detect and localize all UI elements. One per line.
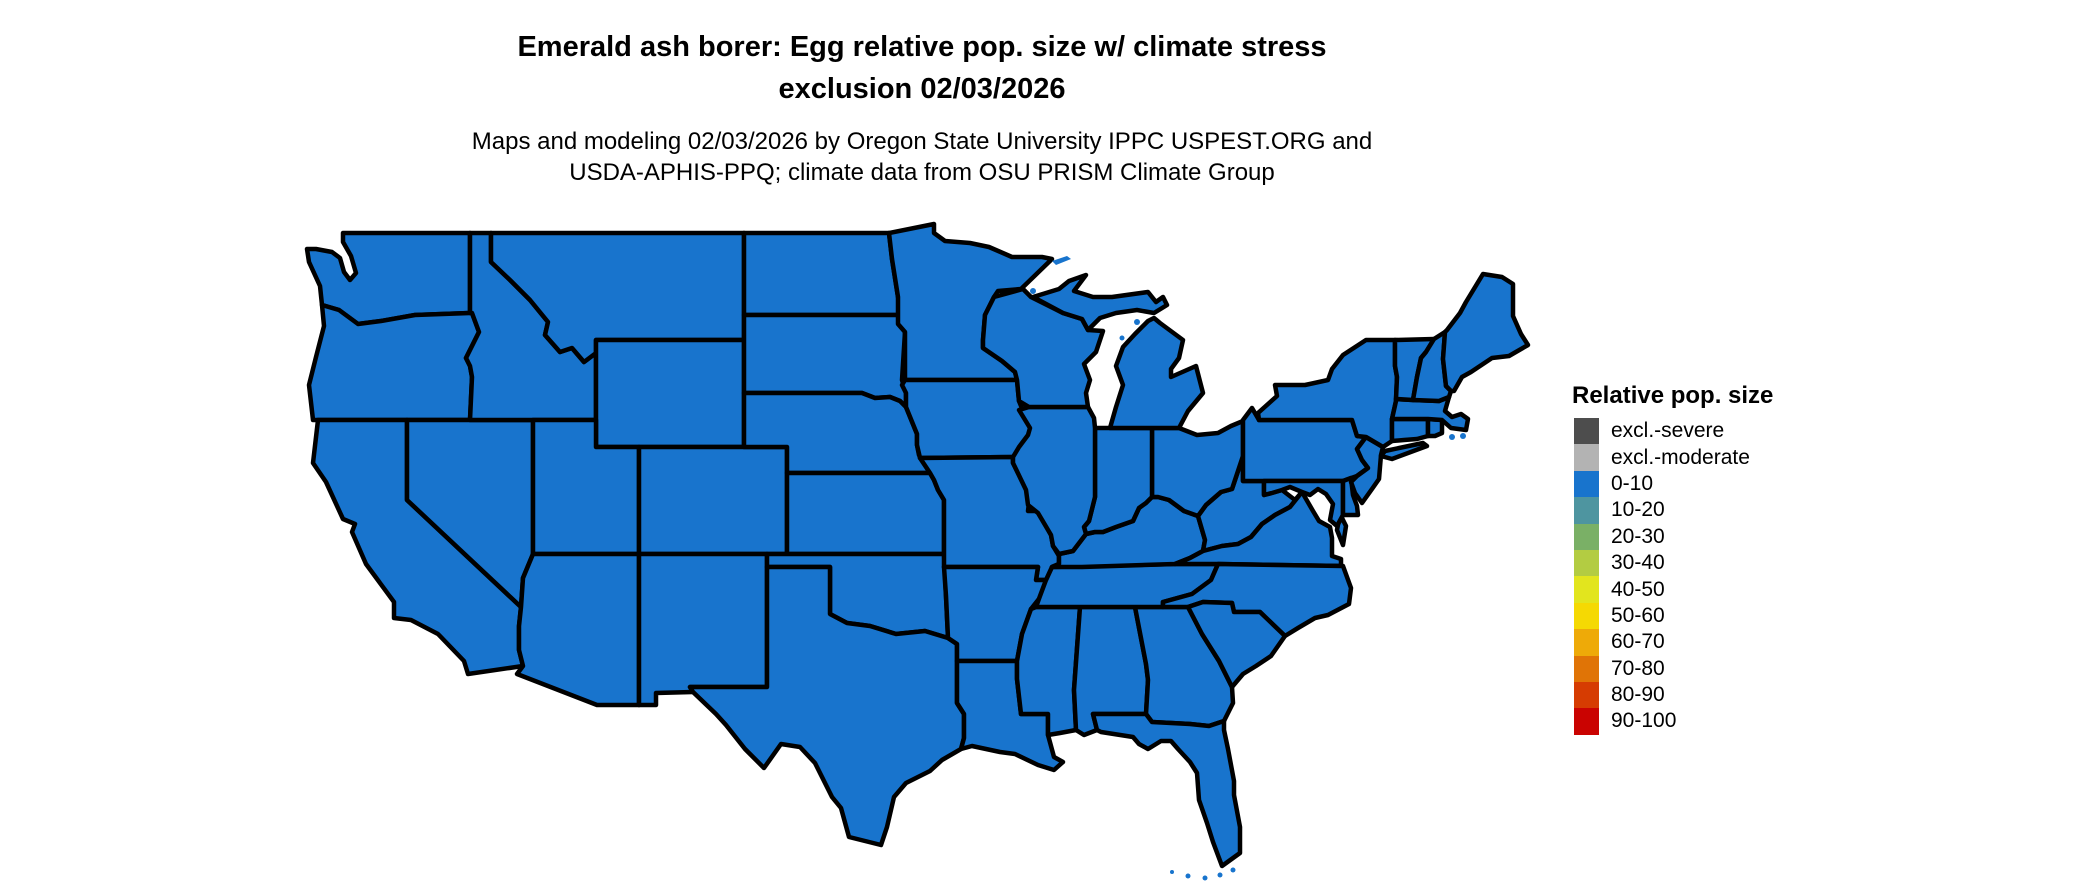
- map-title: Emerald ash borer: Egg relative pop. siz…: [0, 26, 1844, 110]
- state-wy: [593, 337, 747, 450]
- legend-item: 20-30: [1574, 523, 1750, 550]
- legend-item: 60-70: [1574, 629, 1750, 656]
- legend-item-label: 90-100: [1611, 709, 1677, 733]
- legend-rows: excl.-severe excl.-moderate 0-10 10-20 2…: [1574, 418, 1750, 735]
- legend-item-label: 10-20: [1611, 498, 1665, 522]
- legend-color-swatch: [1574, 681, 1599, 709]
- legend-item-label: 70-80: [1611, 656, 1665, 680]
- legend-item-label: 20-30: [1611, 524, 1665, 548]
- state-ms: [1014, 604, 1083, 738]
- state-md: [1261, 478, 1346, 529]
- apostle-islands: [1030, 288, 1036, 294]
- states-layer: [304, 221, 1531, 869]
- state-de: [1340, 475, 1361, 518]
- legend-item: 90-100: [1574, 708, 1750, 735]
- legend-title: Relative pop. size: [1572, 382, 1774, 409]
- legend-item: 80-90: [1574, 681, 1750, 709]
- isle-royale-island: [1052, 256, 1071, 265]
- legend-item: excl.-moderate: [1574, 444, 1750, 471]
- legend-item: 10-20: [1574, 497, 1750, 524]
- state-ct: [1389, 416, 1431, 444]
- state-nd: [741, 230, 906, 318]
- state-oh: [1149, 418, 1246, 519]
- state-tx: [687, 564, 967, 848]
- legend-color-swatch: [1574, 629, 1599, 656]
- legend-item-label: 40-50: [1611, 577, 1665, 601]
- state-fl: [1090, 711, 1243, 869]
- state-az: [514, 551, 642, 708]
- map-subtitle-line2: USDA-APHIS-PPQ; climate data from OSU PR…: [569, 159, 1275, 186]
- legend-item: 40-50: [1574, 576, 1750, 603]
- legend-item-label: excl.-moderate: [1611, 445, 1750, 469]
- legend-item: 70-80: [1574, 655, 1750, 682]
- legend-item-label: 0-10: [1611, 471, 1654, 495]
- legend-color-swatch: [1574, 655, 1599, 682]
- legend-color-swatch: [1574, 708, 1599, 735]
- florida-keys-dot: [1217, 872, 1223, 878]
- legend-color-swatch: [1574, 418, 1599, 445]
- map-subtitle: Maps and modeling 02/03/2026 by Oregon S…: [0, 126, 1844, 188]
- legend-color-swatch: [1574, 602, 1599, 630]
- legend-item: 0-10: [1574, 470, 1750, 498]
- state-ks: [784, 470, 947, 557]
- state-co: [636, 444, 790, 557]
- legend-item-label: excl.-severe: [1611, 419, 1725, 443]
- state-va: [1172, 489, 1344, 569]
- florida-keys-dot: [1230, 867, 1236, 873]
- florida-keys-dot: [1170, 870, 1174, 874]
- state-nm: [636, 551, 770, 708]
- legend-color-swatch: [1574, 444, 1599, 471]
- map-title-line1: Emerald ash borer: Egg relative pop. siz…: [517, 31, 1327, 63]
- legend-color-swatch: [1574, 549, 1599, 577]
- state-or: [306, 302, 482, 423]
- state-mi-lower: [1107, 315, 1206, 431]
- beaver-island: [1134, 319, 1140, 325]
- islands-layer: [1030, 256, 1466, 881]
- legend-item: excl.-severe: [1574, 418, 1750, 445]
- state-il: [1010, 404, 1098, 557]
- state-sc: [1185, 599, 1288, 690]
- legend-item: 50-60: [1574, 602, 1750, 630]
- manitou-island: [1119, 335, 1125, 341]
- state-mi-upper: [1030, 272, 1170, 333]
- state-me: [1440, 271, 1531, 394]
- marthas-vineyard-island: [1449, 434, 1455, 440]
- state-ny-long-island: [1378, 440, 1430, 462]
- map-title-line2: exclusion 02/03/2026: [778, 73, 1066, 105]
- map-subtitle-line1: Maps and modeling 02/03/2026 by Oregon S…: [471, 128, 1373, 155]
- legend-item-label: 60-70: [1611, 630, 1665, 654]
- legend-item-label: 30-40: [1611, 551, 1665, 575]
- nantucket-island: [1460, 433, 1466, 439]
- legend-color-swatch: [1574, 523, 1599, 550]
- legend-item-label: 50-60: [1611, 603, 1665, 627]
- legend-color-swatch: [1574, 576, 1599, 603]
- legend-item-label: 80-90: [1611, 683, 1665, 707]
- legend-item: 30-40: [1574, 549, 1750, 577]
- florida-keys-dot: [1185, 873, 1191, 879]
- florida-keys-dot: [1202, 875, 1208, 881]
- legend-color-swatch: [1574, 470, 1599, 498]
- legend-color-swatch: [1574, 497, 1599, 524]
